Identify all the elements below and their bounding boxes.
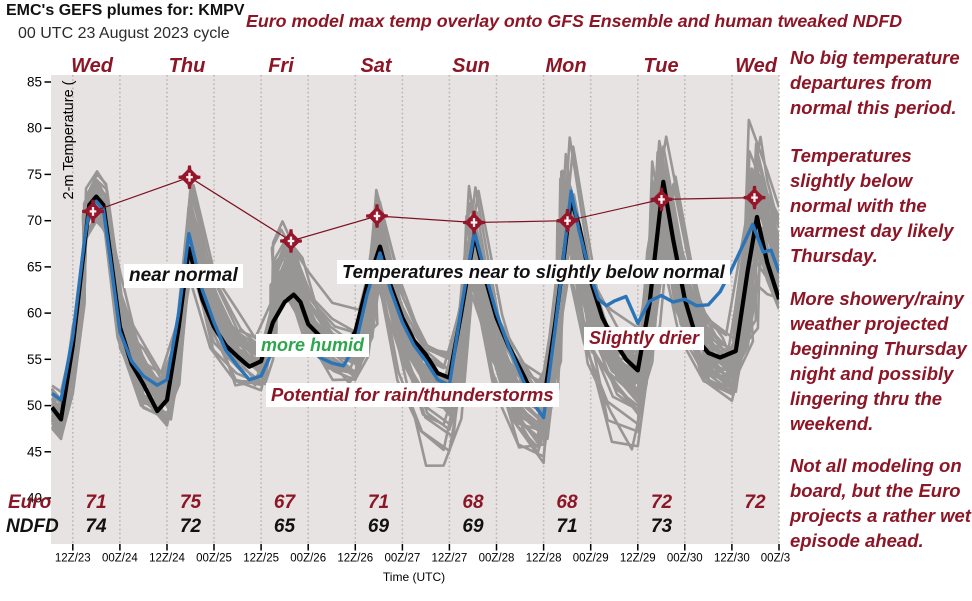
- svg-text:12Z/23: 12Z/23: [55, 553, 91, 565]
- svg-text:00Z/24: 00Z/24: [102, 553, 138, 565]
- svg-text:55: 55: [27, 352, 42, 367]
- svg-text:80: 80: [27, 121, 42, 136]
- svg-text:Time (UTC): Time (UTC): [383, 570, 445, 584]
- svg-text:45: 45: [27, 444, 42, 459]
- svg-text:12Z/28: 12Z/28: [526, 553, 562, 565]
- svg-text:12Z/29: 12Z/29: [620, 553, 656, 565]
- svg-text:00Z/27: 00Z/27: [384, 553, 420, 565]
- svg-text:00Z/26: 00Z/26: [290, 553, 326, 565]
- svg-text:00Z/3: 00Z/3: [761, 553, 790, 565]
- svg-text:85: 85: [27, 75, 42, 90]
- svg-text:60: 60: [27, 306, 42, 321]
- svg-text:75: 75: [27, 167, 42, 182]
- svg-text:40: 40: [27, 491, 42, 506]
- svg-text:12Z/24: 12Z/24: [149, 553, 185, 565]
- svg-text:50: 50: [27, 398, 42, 413]
- svg-text:12Z/27: 12Z/27: [431, 553, 467, 565]
- svg-text:70: 70: [27, 213, 42, 228]
- svg-text:12Z/30: 12Z/30: [714, 553, 750, 565]
- svg-text:65: 65: [27, 259, 42, 274]
- svg-text:12Z/25: 12Z/25: [243, 553, 279, 565]
- svg-text:12Z/26: 12Z/26: [337, 553, 373, 565]
- svg-text:2-m Temperature (: 2-m Temperature (: [61, 80, 77, 199]
- svg-text:00Z/28: 00Z/28: [479, 553, 515, 565]
- svg-text:00Z/25: 00Z/25: [196, 553, 232, 565]
- svg-text:00Z/29: 00Z/29: [573, 553, 609, 565]
- svg-text:00Z/30: 00Z/30: [667, 553, 703, 565]
